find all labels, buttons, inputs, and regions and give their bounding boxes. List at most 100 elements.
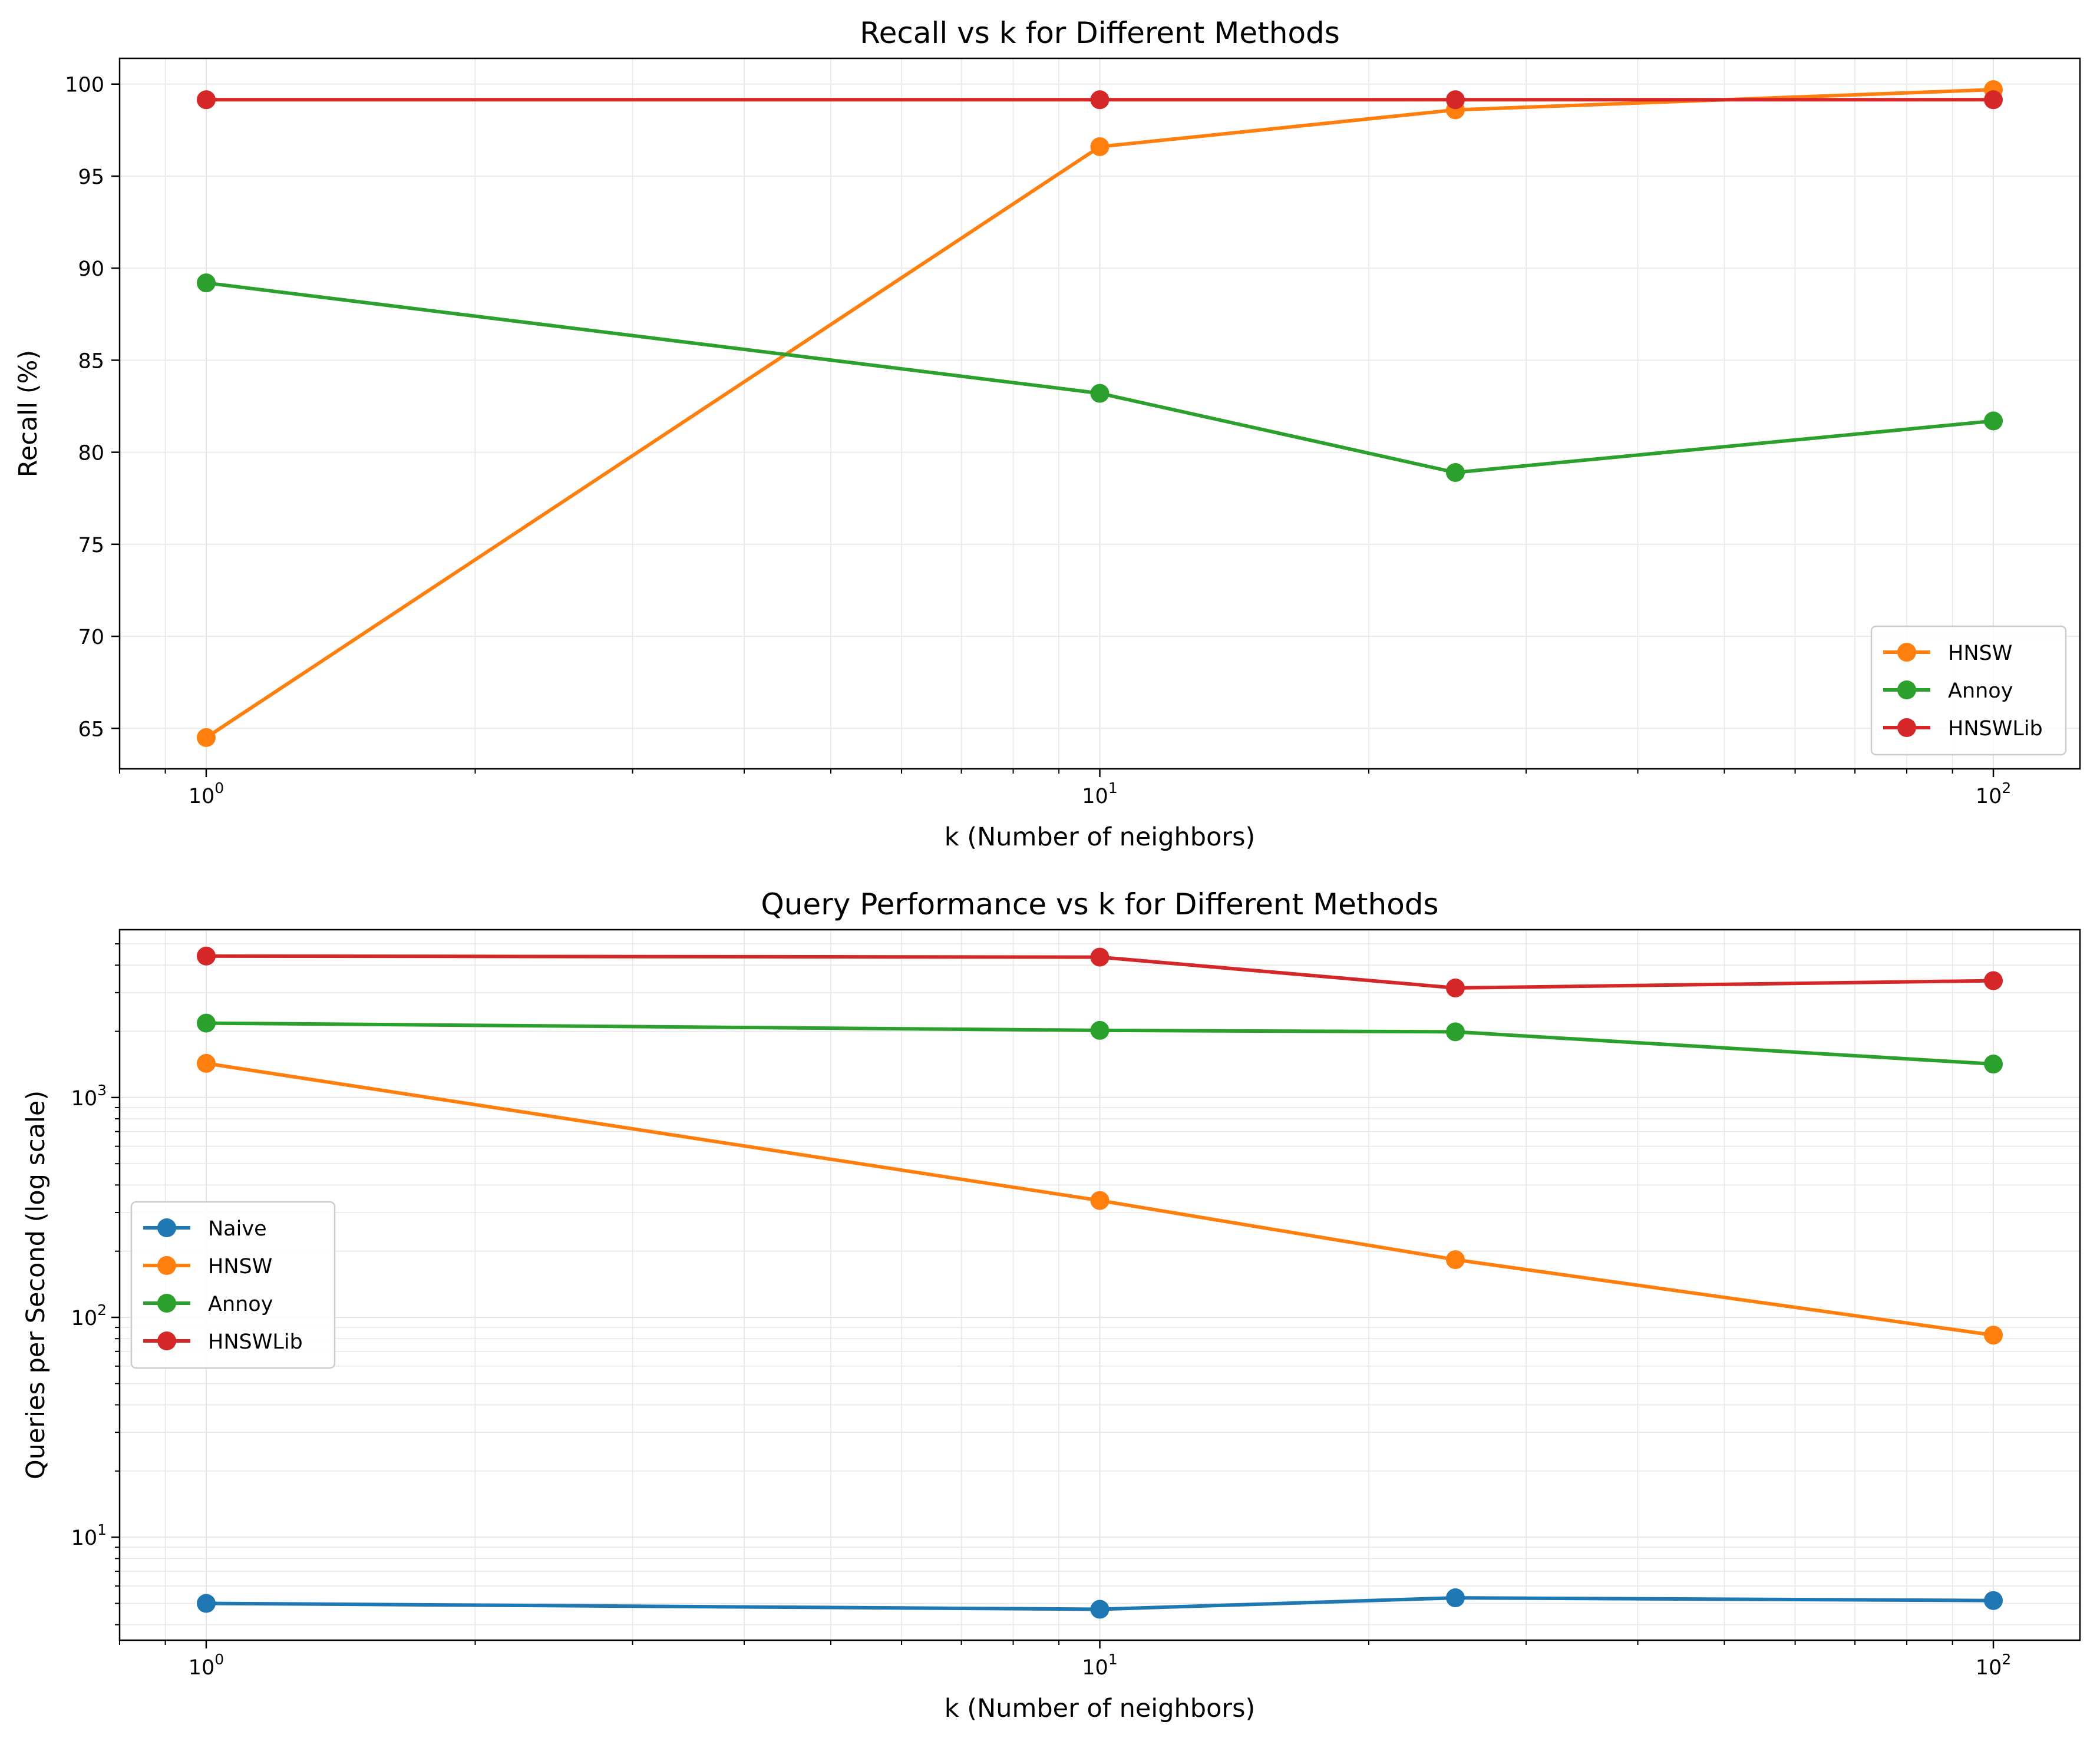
x-tick-label-exp: 1 xyxy=(1108,779,1118,797)
legend-label-annoy: Annoy xyxy=(208,1293,273,1316)
y-tick-label: 65 xyxy=(78,718,104,741)
legend-label-hnswlib: HNSWLib xyxy=(1948,717,2043,741)
y-tick-label: 103 xyxy=(71,1082,107,1111)
series-line-hnswlib xyxy=(206,954,1994,990)
data-point-hnsw xyxy=(1445,1250,1465,1270)
chart-title: Query Performance vs k for Different Met… xyxy=(761,887,1438,921)
y-axis-label: Recall (%) xyxy=(14,350,43,477)
data-point-hnsw xyxy=(1090,1191,1110,1210)
data-point-annoy xyxy=(1445,1022,1465,1042)
x-axis: 100 101 102 xyxy=(119,1640,2011,1680)
y-tick-label: 85 xyxy=(78,349,104,373)
y-tick-label: 90 xyxy=(78,257,104,281)
data-point-hnswlib xyxy=(196,90,216,110)
x-tick-label: 102 xyxy=(1976,1651,2011,1680)
data-point-hnswlib xyxy=(1984,971,2003,990)
data-point-hnsw xyxy=(196,728,216,747)
x-tick-label: 100 xyxy=(189,779,224,808)
x-tick-label-base: 10 xyxy=(1976,785,2002,808)
x-tick-label: 101 xyxy=(1082,1651,1117,1680)
x-tick-label-exp: 2 xyxy=(2002,1651,2011,1668)
legend-label-annoy: Annoy xyxy=(1948,679,2013,703)
y-tick-label: 102 xyxy=(71,1301,107,1330)
y-tick-label-base: 10 xyxy=(71,1307,98,1330)
legend-swatch-marker-annoy xyxy=(157,1294,176,1313)
series-line-annoy xyxy=(206,281,1994,474)
y-tick-label: 95 xyxy=(78,166,104,189)
legend-label-hnsw: HNSW xyxy=(1948,642,2012,665)
y-tick-label: 70 xyxy=(78,626,104,649)
x-tick-label-base: 10 xyxy=(1082,1656,1108,1680)
data-point-hnswlib xyxy=(1090,90,1110,110)
x-axis-label: k (Number of neighbors) xyxy=(945,822,1256,852)
y-tick-label-exp: 1 xyxy=(97,1521,107,1538)
chart-title: Recall vs k for Different Methods xyxy=(860,16,1340,50)
x-axis-label: k (Number of neighbors) xyxy=(945,1694,1256,1723)
x-tick-label-base: 10 xyxy=(1082,785,1108,808)
y-tick-label-base: 10 xyxy=(71,1087,98,1111)
legend-label-hnsw: HNSW xyxy=(208,1255,272,1278)
data-point-naive xyxy=(1445,1588,1465,1608)
data-point-annoy xyxy=(1090,1020,1110,1040)
legend-label-hnswlib: HNSWLib xyxy=(208,1330,303,1354)
x-tick-label-exp: 2 xyxy=(2002,779,2011,797)
x-tick-label-exp: 1 xyxy=(1108,1651,1118,1668)
grid xyxy=(119,930,2080,1640)
data-point-annoy xyxy=(196,1013,216,1033)
data-point-annoy xyxy=(1090,384,1110,403)
data-point-hnsw xyxy=(1090,137,1110,156)
data-point-hnswlib xyxy=(1445,978,1465,997)
legend-label-naive: Naive xyxy=(208,1217,267,1241)
series-line-annoy xyxy=(206,1021,1994,1066)
x-tick-label-exp: 0 xyxy=(214,779,224,797)
data-point-hnswlib xyxy=(1984,90,2003,110)
y-tick-label-exp: 2 xyxy=(97,1301,107,1319)
legend-swatch-marker-naive xyxy=(157,1218,176,1237)
legend: HNSW Annoy HNSWLib xyxy=(1870,625,2067,756)
x-tick-label: 101 xyxy=(1082,779,1117,808)
y-axis: 65 70 75 80 85 90 95 100 xyxy=(65,74,120,741)
data-point-annoy xyxy=(1984,411,2003,431)
legend-swatch-marker-hnsw xyxy=(157,1256,176,1275)
y-tick-label: 75 xyxy=(78,534,104,557)
data-point-hnsw xyxy=(1984,1326,2003,1345)
y-tick-label: 80 xyxy=(78,442,104,465)
series-line-hnsw xyxy=(206,1061,1994,1337)
x-tick-label-base: 10 xyxy=(1976,1656,2002,1680)
legend-swatch-marker-annoy xyxy=(1897,680,1916,699)
data-point-hnswlib xyxy=(1445,90,1465,110)
x-tick-label-base: 10 xyxy=(189,785,215,808)
data-point-hnswlib xyxy=(1090,947,1110,967)
y-tick-label-base: 10 xyxy=(71,1526,98,1550)
x-axis: 100 101 102 xyxy=(119,769,2011,808)
x-tick-label-base: 10 xyxy=(189,1656,215,1680)
data-point-annoy xyxy=(1445,462,1465,482)
data-point-naive xyxy=(1090,1600,1110,1619)
data-point-naive xyxy=(1984,1591,2003,1610)
series-group xyxy=(196,80,2003,747)
data-point-naive xyxy=(196,1594,216,1613)
y-tick-label: 101 xyxy=(71,1521,107,1550)
series-group xyxy=(196,946,2003,1619)
x-tick-label: 100 xyxy=(189,1651,224,1680)
y-tick-label: 100 xyxy=(65,74,104,97)
data-point-annoy xyxy=(1984,1055,2003,1074)
legend-frame xyxy=(1870,625,2067,756)
legend-frame xyxy=(130,1201,336,1369)
series-line-naive xyxy=(206,1596,1994,1611)
legend-swatch-marker-hnsw xyxy=(1897,643,1916,662)
legend: Naive HNSW Annoy HNSWLib xyxy=(130,1201,336,1369)
legend-swatch-marker-hnswlib xyxy=(1897,718,1916,737)
data-point-hnsw xyxy=(196,1053,216,1073)
x-tick-label-exp: 0 xyxy=(214,1651,224,1668)
y-axis-label: Queries per Second (log scale) xyxy=(21,1091,51,1479)
x-tick-label: 102 xyxy=(1976,779,2011,808)
grid xyxy=(119,58,2080,769)
data-point-annoy xyxy=(196,273,216,293)
legend-swatch-marker-hnswlib xyxy=(157,1331,176,1350)
y-tick-label-exp: 3 xyxy=(97,1082,107,1099)
